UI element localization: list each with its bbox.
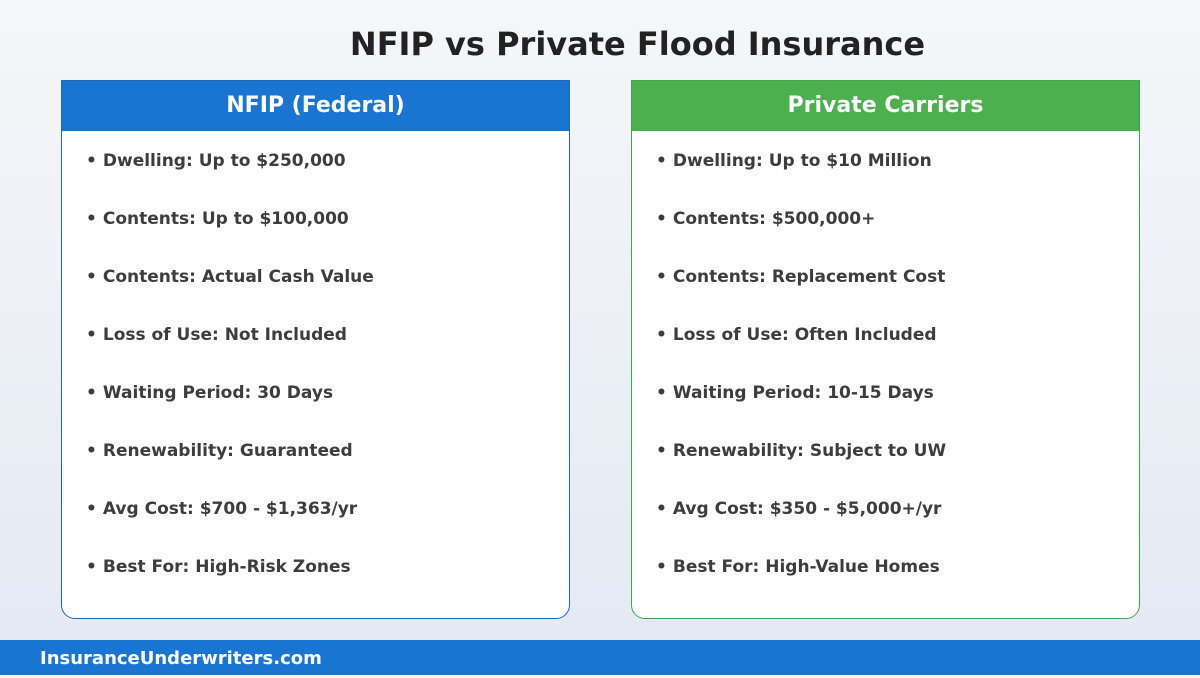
bullet-icon: • [86, 557, 97, 577]
nfip-feature-item: • Loss of Use: Not Included [86, 325, 347, 345]
footer-bar: InsuranceUnderwriters.com [0, 640, 1200, 675]
private-feature-item: • Renewability: Subject to UW [656, 441, 946, 461]
private-feature-item: • Best For: High-Value Homes [656, 557, 940, 577]
bullet-icon: • [656, 557, 667, 577]
nfip-card-header: NFIP (Federal) [62, 81, 569, 131]
private-feature-item: • Avg Cost: $350 - $5,000+/yr [656, 499, 941, 519]
feature-text: Contents: Actual Cash Value [102, 267, 374, 287]
bullet-icon: • [656, 499, 667, 519]
feature-text: Dwelling: Up to $10 Million [672, 151, 932, 171]
bullet-icon: • [86, 499, 97, 519]
bullet-icon: • [656, 209, 667, 229]
bullet-icon: • [86, 267, 97, 287]
private-feature-item: • Loss of Use: Often Included [656, 325, 937, 345]
feature-text: Contents: Replacement Cost [672, 267, 946, 287]
nfip-feature-item: • Contents: Up to $100,000 [86, 209, 349, 229]
footer-site-name: InsuranceUnderwriters.com [40, 648, 322, 669]
feature-text: Avg Cost: $350 - $5,000+/yr [672, 499, 942, 519]
nfip-card: NFIP (Federal) • Dwelling: Up to $250,000… [61, 80, 570, 619]
private-feature-item: • Dwelling: Up to $10 Million [656, 151, 932, 171]
nfip-feature-item: • Dwelling: Up to $250,000 [86, 151, 346, 171]
feature-text: Loss of Use: Not Included [102, 325, 347, 345]
private-card: Private Carriers • Dwelling: Up to $10 Mi… [631, 80, 1140, 619]
bullet-icon: • [656, 325, 667, 345]
feature-text: Loss of Use: Often Included [672, 325, 937, 345]
feature-text: Waiting Period: 30 Days [102, 383, 334, 403]
nfip-feature-item: • Waiting Period: 30 Days [86, 383, 333, 403]
nfip-feature-item: • Contents: Actual Cash Value [86, 267, 374, 287]
feature-text: Dwelling: Up to $250,000 [102, 151, 346, 171]
private-card-header: Private Carriers [632, 81, 1139, 131]
bullet-icon: • [86, 209, 97, 229]
feature-text: Contents: Up to $100,000 [102, 209, 349, 229]
bullet-icon: • [656, 441, 667, 461]
nfip-feature-item: • Renewability: Guaranteed [86, 441, 353, 461]
bullet-icon: • [86, 383, 97, 403]
private-feature-item: • Waiting Period: 10-15 Days [656, 383, 934, 403]
feature-text: Waiting Period: 10-15 Days [672, 383, 934, 403]
bullet-icon: • [86, 441, 97, 461]
feature-text: Avg Cost: $700 - $1,363/yr [102, 499, 358, 519]
page-title: NFIP vs Private Flood Insurance [349, 25, 926, 63]
feature-text: Contents: $500,000+ [672, 209, 876, 229]
feature-text: Renewability: Subject to UW [672, 441, 947, 461]
bullet-icon: • [656, 267, 667, 287]
feature-text: Renewability: Guaranteed [102, 441, 353, 461]
private-feature-item: • Contents: Replacement Cost [656, 267, 945, 287]
private-feature-item: • Contents: $500,000+ [656, 209, 875, 229]
bullet-icon: • [86, 325, 97, 345]
feature-text: Best For: High-Value Homes [672, 557, 940, 577]
nfip-feature-item: • Avg Cost: $700 - $1,363/yr [86, 499, 357, 519]
bullet-icon: • [656, 383, 667, 403]
feature-text: Best For: High-Risk Zones [102, 557, 351, 577]
bullet-icon: • [656, 151, 667, 171]
nfip-feature-item: • Best For: High-Risk Zones [86, 557, 351, 577]
bullet-icon: • [86, 151, 97, 171]
